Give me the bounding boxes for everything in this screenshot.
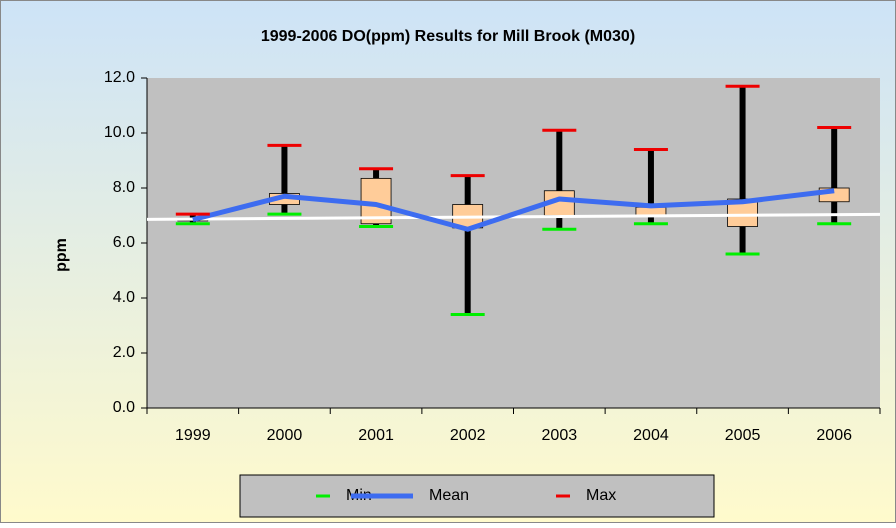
y-tick-label: 10.0: [104, 124, 135, 141]
x-tick-label: 2005: [725, 427, 761, 444]
x-tick-label: 1999: [175, 427, 211, 444]
y-tick-label: 4.0: [113, 289, 135, 306]
y-tick-label: 8.0: [113, 179, 135, 196]
x-tick-label: 2000: [267, 427, 303, 444]
x-tick-label: 2004: [633, 427, 669, 444]
legend-label: Mean: [429, 487, 469, 504]
plot-area: [147, 78, 880, 408]
chart-title: 1999-2006 DO(ppm) Results for Mill Brook…: [261, 28, 635, 45]
box: [635, 206, 667, 216]
y-axis-label: ppm: [53, 238, 70, 272]
y-tick-label: 12.0: [104, 69, 135, 86]
x-tick-label: 2002: [450, 427, 486, 444]
y-tick-label: 0.0: [113, 399, 135, 416]
x-tick-label: 2003: [542, 427, 578, 444]
x-tick-label: 2001: [358, 427, 394, 444]
legend-label: Max: [586, 487, 616, 504]
mean-line: [192, 188, 835, 232]
trend-line: [146, 212, 881, 221]
y-tick-label: 6.0: [113, 234, 135, 251]
box: [360, 177, 392, 225]
legend: [239, 474, 715, 518]
x-tick-label: 2006: [816, 427, 852, 444]
y-tick-label: 2.0: [113, 344, 135, 361]
